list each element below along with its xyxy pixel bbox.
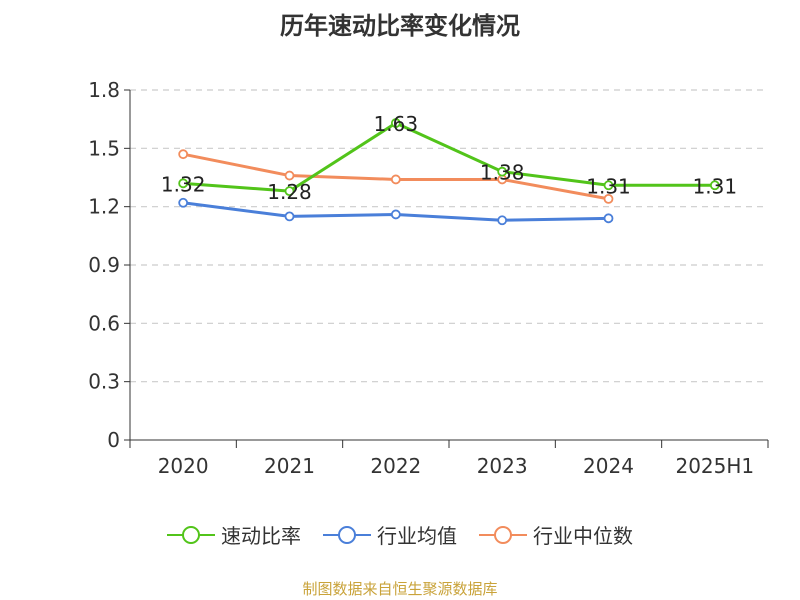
data-point[interactable] [497, 215, 508, 226]
data-labels: 1.32 1.28 1.63 1.38 1.31 1.31 [161, 112, 737, 204]
legend-swatch-industry-median-icon [479, 525, 527, 544]
data-point[interactable] [603, 180, 614, 191]
y-tick-label: 1.5 [88, 136, 120, 160]
data-point[interactable] [603, 193, 614, 204]
legend-label-industry-mean: 行业均值 [377, 524, 457, 548]
legend-label-quick-ratio: 速动比率 [221, 524, 301, 548]
x-tick-label: 2024 [583, 454, 634, 478]
data-label: 1.63 [374, 112, 419, 136]
data-point[interactable] [178, 149, 189, 160]
y-tick-label: 0.9 [88, 253, 120, 277]
x-tick-label: 2025H1 [675, 454, 754, 478]
grid-lines [130, 89, 768, 383]
data-point[interactable] [284, 170, 295, 181]
data-point[interactable] [284, 211, 295, 222]
chart-title: 历年速动比率变化情况 [280, 12, 520, 40]
series-line-0 [183, 121, 715, 193]
data-label: 1.31 [586, 174, 631, 198]
data-point[interactable] [603, 213, 614, 224]
axes: 0 0.3 0.6 0.9 1.2 1.5 1.8 2020 2021 2022 2023 2024 2… [88, 78, 769, 478]
x-tick-label: 2021 [264, 454, 315, 478]
legend-swatch-quick-ratio-icon [167, 525, 215, 544]
data-point[interactable] [709, 180, 720, 191]
x-tick-label: 2023 [477, 454, 528, 478]
y-tick-label: 1.8 [88, 78, 120, 102]
legend-item-industry-median[interactable]: 行业中位数 [479, 520, 633, 549]
y-tick-label: 0 [107, 428, 120, 452]
source-note: 制图数据来自恒生聚源数据库 [302, 580, 498, 598]
data-point[interactable] [497, 166, 508, 177]
legend-item-quick-ratio[interactable]: 速动比率 [167, 520, 301, 549]
data-label: 1.38 [480, 161, 525, 185]
data-point[interactable] [284, 186, 295, 197]
y-tick-label: 0.6 [88, 311, 120, 335]
data-point[interactable] [178, 197, 189, 208]
data-label: 1.31 [693, 174, 738, 198]
data-label: 1.28 [267, 180, 312, 204]
x-tick-label: 2020 [158, 454, 209, 478]
legend-item-industry-mean[interactable]: 行业均值 [323, 520, 457, 549]
data-point[interactable] [178, 178, 189, 189]
legend: 速动比率 行业均值 行业中位数 [0, 520, 800, 549]
x-tick-label: 2022 [370, 454, 421, 478]
data-point[interactable] [390, 118, 401, 128]
data-point[interactable] [390, 174, 401, 185]
data-label: 1.32 [161, 172, 206, 196]
y-tick-label: 0.3 [88, 370, 120, 394]
legend-label-industry-median: 行业中位数 [533, 524, 633, 548]
data-point[interactable] [390, 209, 401, 220]
series-lines [178, 118, 720, 226]
legend-swatch-industry-mean-icon [323, 525, 371, 544]
y-tick-label: 1.2 [88, 195, 120, 219]
